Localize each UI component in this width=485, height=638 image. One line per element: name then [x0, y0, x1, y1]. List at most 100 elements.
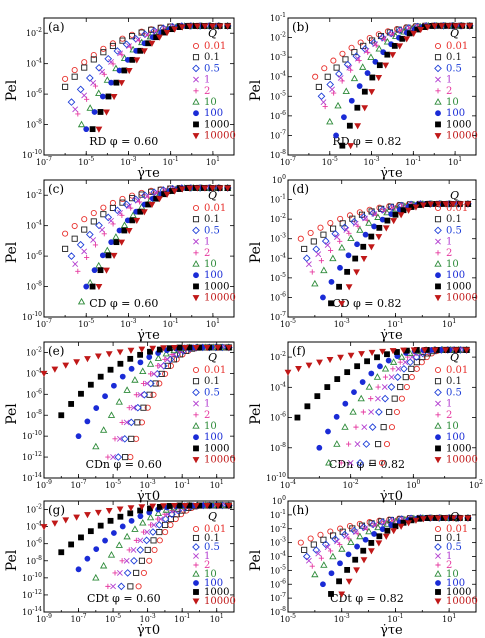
- data-point-Q-10: [92, 442, 100, 450]
- data-point-Q-10: [365, 383, 373, 390]
- data-point-Q-0p5: [352, 52, 361, 61]
- data-point-Q-10000: [421, 347, 428, 354]
- data-point-Q-0p5: [76, 240, 85, 249]
- legend-label: 0.5: [204, 63, 220, 74]
- data-point-Q-10000: [427, 201, 435, 208]
- tick-label: 101: [442, 318, 456, 329]
- data-point-Q-1000: [87, 528, 94, 535]
- data-point-Q-1000: [352, 255, 359, 262]
- data-point-Q-0p5: [155, 521, 164, 529]
- data-point-Q-1000: [97, 267, 104, 274]
- data-point-Q-10000: [405, 520, 412, 527]
- data-point-Q-0p01: [162, 529, 169, 536]
- data-point-Q-10000: [94, 353, 102, 360]
- data-point-Q-0p1: [71, 235, 78, 242]
- data-point-Q-0p1: [380, 424, 387, 431]
- legend-label: 10000: [446, 596, 478, 607]
- data-point-Q-1000: [117, 513, 124, 520]
- data-point-Q-10000: [116, 349, 124, 356]
- data-point-Q-10000: [284, 369, 292, 376]
- legend-label: 10000: [204, 131, 236, 142]
- data-point-Q-1000: [392, 211, 399, 218]
- tick-label: 10-5: [270, 564, 286, 575]
- data-point-Q-10: [347, 234, 355, 241]
- data-point-Q-0p1: [164, 362, 171, 369]
- legend-label: 0.5: [446, 387, 462, 398]
- data-point-Q-2: [133, 537, 139, 543]
- legend-marker-Q-0p01: [434, 204, 442, 212]
- data-point-Q-2: [397, 359, 403, 365]
- data-point-Q-0p5: [321, 540, 330, 549]
- data-point-Q-100: [356, 83, 363, 89]
- data-point-Q-10: [311, 570, 319, 578]
- data-point-Q-10: [334, 101, 342, 109]
- data-point-Q-2: [382, 36, 388, 42]
- data-point-Q-10000: [171, 26, 179, 33]
- data-point-Q-1000: [176, 344, 183, 351]
- tick-label: 10-4: [270, 381, 286, 392]
- data-point-Q-2: [346, 536, 352, 542]
- panel-a: 10-7 10-5 10-3 10-1 10110-1010-810-610-410-2…: [4, 17, 236, 181]
- legend-label: 2: [446, 410, 452, 421]
- panel-label: (c): [48, 182, 64, 196]
- data-point-Q-2: [84, 254, 90, 261]
- panel-annotation: CD φ = 0.60: [89, 297, 158, 310]
- data-point-Q-10: [107, 411, 116, 418]
- data-point-Q-1: [123, 419, 130, 426]
- data-point-Q-1000: [376, 62, 383, 69]
- data-point-Q-10000: [382, 225, 390, 232]
- data-point-Q-10000: [138, 346, 146, 353]
- data-point-Q-10000: [203, 502, 211, 510]
- data-point-Q-100: [128, 517, 135, 524]
- legend-marker-Q-2: [193, 250, 199, 256]
- data-point-Q-1000: [294, 414, 301, 421]
- data-point-Q-10000: [464, 201, 472, 208]
- legend-marker-Q-1: [193, 76, 199, 83]
- data-point-Q-1000: [147, 348, 153, 355]
- data-point-Q-0p1: [119, 37, 126, 44]
- data-point-Q-1000: [78, 534, 84, 541]
- data-point-Q-10: [320, 561, 328, 568]
- data-point-Q-0p01: [138, 189, 145, 196]
- data-point-Q-2: [112, 436, 118, 442]
- tick-label: 10-5: [105, 613, 121, 624]
- y-axis-label: Pel: [248, 403, 264, 425]
- data-point-Q-0p01: [90, 210, 97, 217]
- data-point-Q-0p1: [100, 211, 107, 218]
- data-point-Q-10000: [463, 347, 471, 354]
- data-point-Q-10: [107, 551, 116, 558]
- legend-marker-Q-10000: [434, 598, 442, 605]
- data-point-Q-10000: [457, 515, 464, 522]
- data-point-Q-2: [375, 384, 381, 390]
- data-point-Q-1000: [368, 233, 375, 240]
- data-point-Q-100: [362, 231, 369, 238]
- data-point-Q-0p1: [156, 529, 163, 536]
- legend-label: 0.1: [204, 376, 220, 387]
- data-point-Q-0p1: [62, 83, 69, 90]
- tick-label: 10-1: [270, 12, 286, 23]
- legend-marker-Q-100: [435, 110, 441, 117]
- data-point-Q-100: [128, 365, 135, 372]
- data-point-Q-100: [354, 241, 360, 248]
- data-point-Q-10: [374, 213, 382, 220]
- data-point-Q-10: [92, 573, 100, 581]
- data-point-Q-0p1: [109, 42, 116, 50]
- legend-marker-Q-10: [192, 98, 200, 105]
- data-point-Q-10: [103, 246, 111, 254]
- data-point-Q-10: [103, 76, 111, 83]
- legend-label: 2: [204, 560, 210, 571]
- data-point-Q-10000: [62, 362, 70, 369]
- data-point-Q-100: [341, 114, 347, 121]
- data-point-Q-0p5: [368, 423, 377, 431]
- data-point-Q-10000: [445, 23, 453, 30]
- tick-label: 10-8: [26, 409, 42, 420]
- data-point-Q-1000: [336, 578, 342, 585]
- data-point-Q-10: [95, 261, 103, 269]
- legend-label: 1: [204, 551, 210, 562]
- data-point-Q-2: [75, 111, 81, 117]
- data-point-Q-0p5: [127, 418, 136, 427]
- data-point-Q-10: [112, 233, 120, 240]
- legend-title: Q: [450, 189, 459, 202]
- legend-marker-Q-1: [435, 400, 441, 407]
- data-point-Q-10: [383, 208, 391, 216]
